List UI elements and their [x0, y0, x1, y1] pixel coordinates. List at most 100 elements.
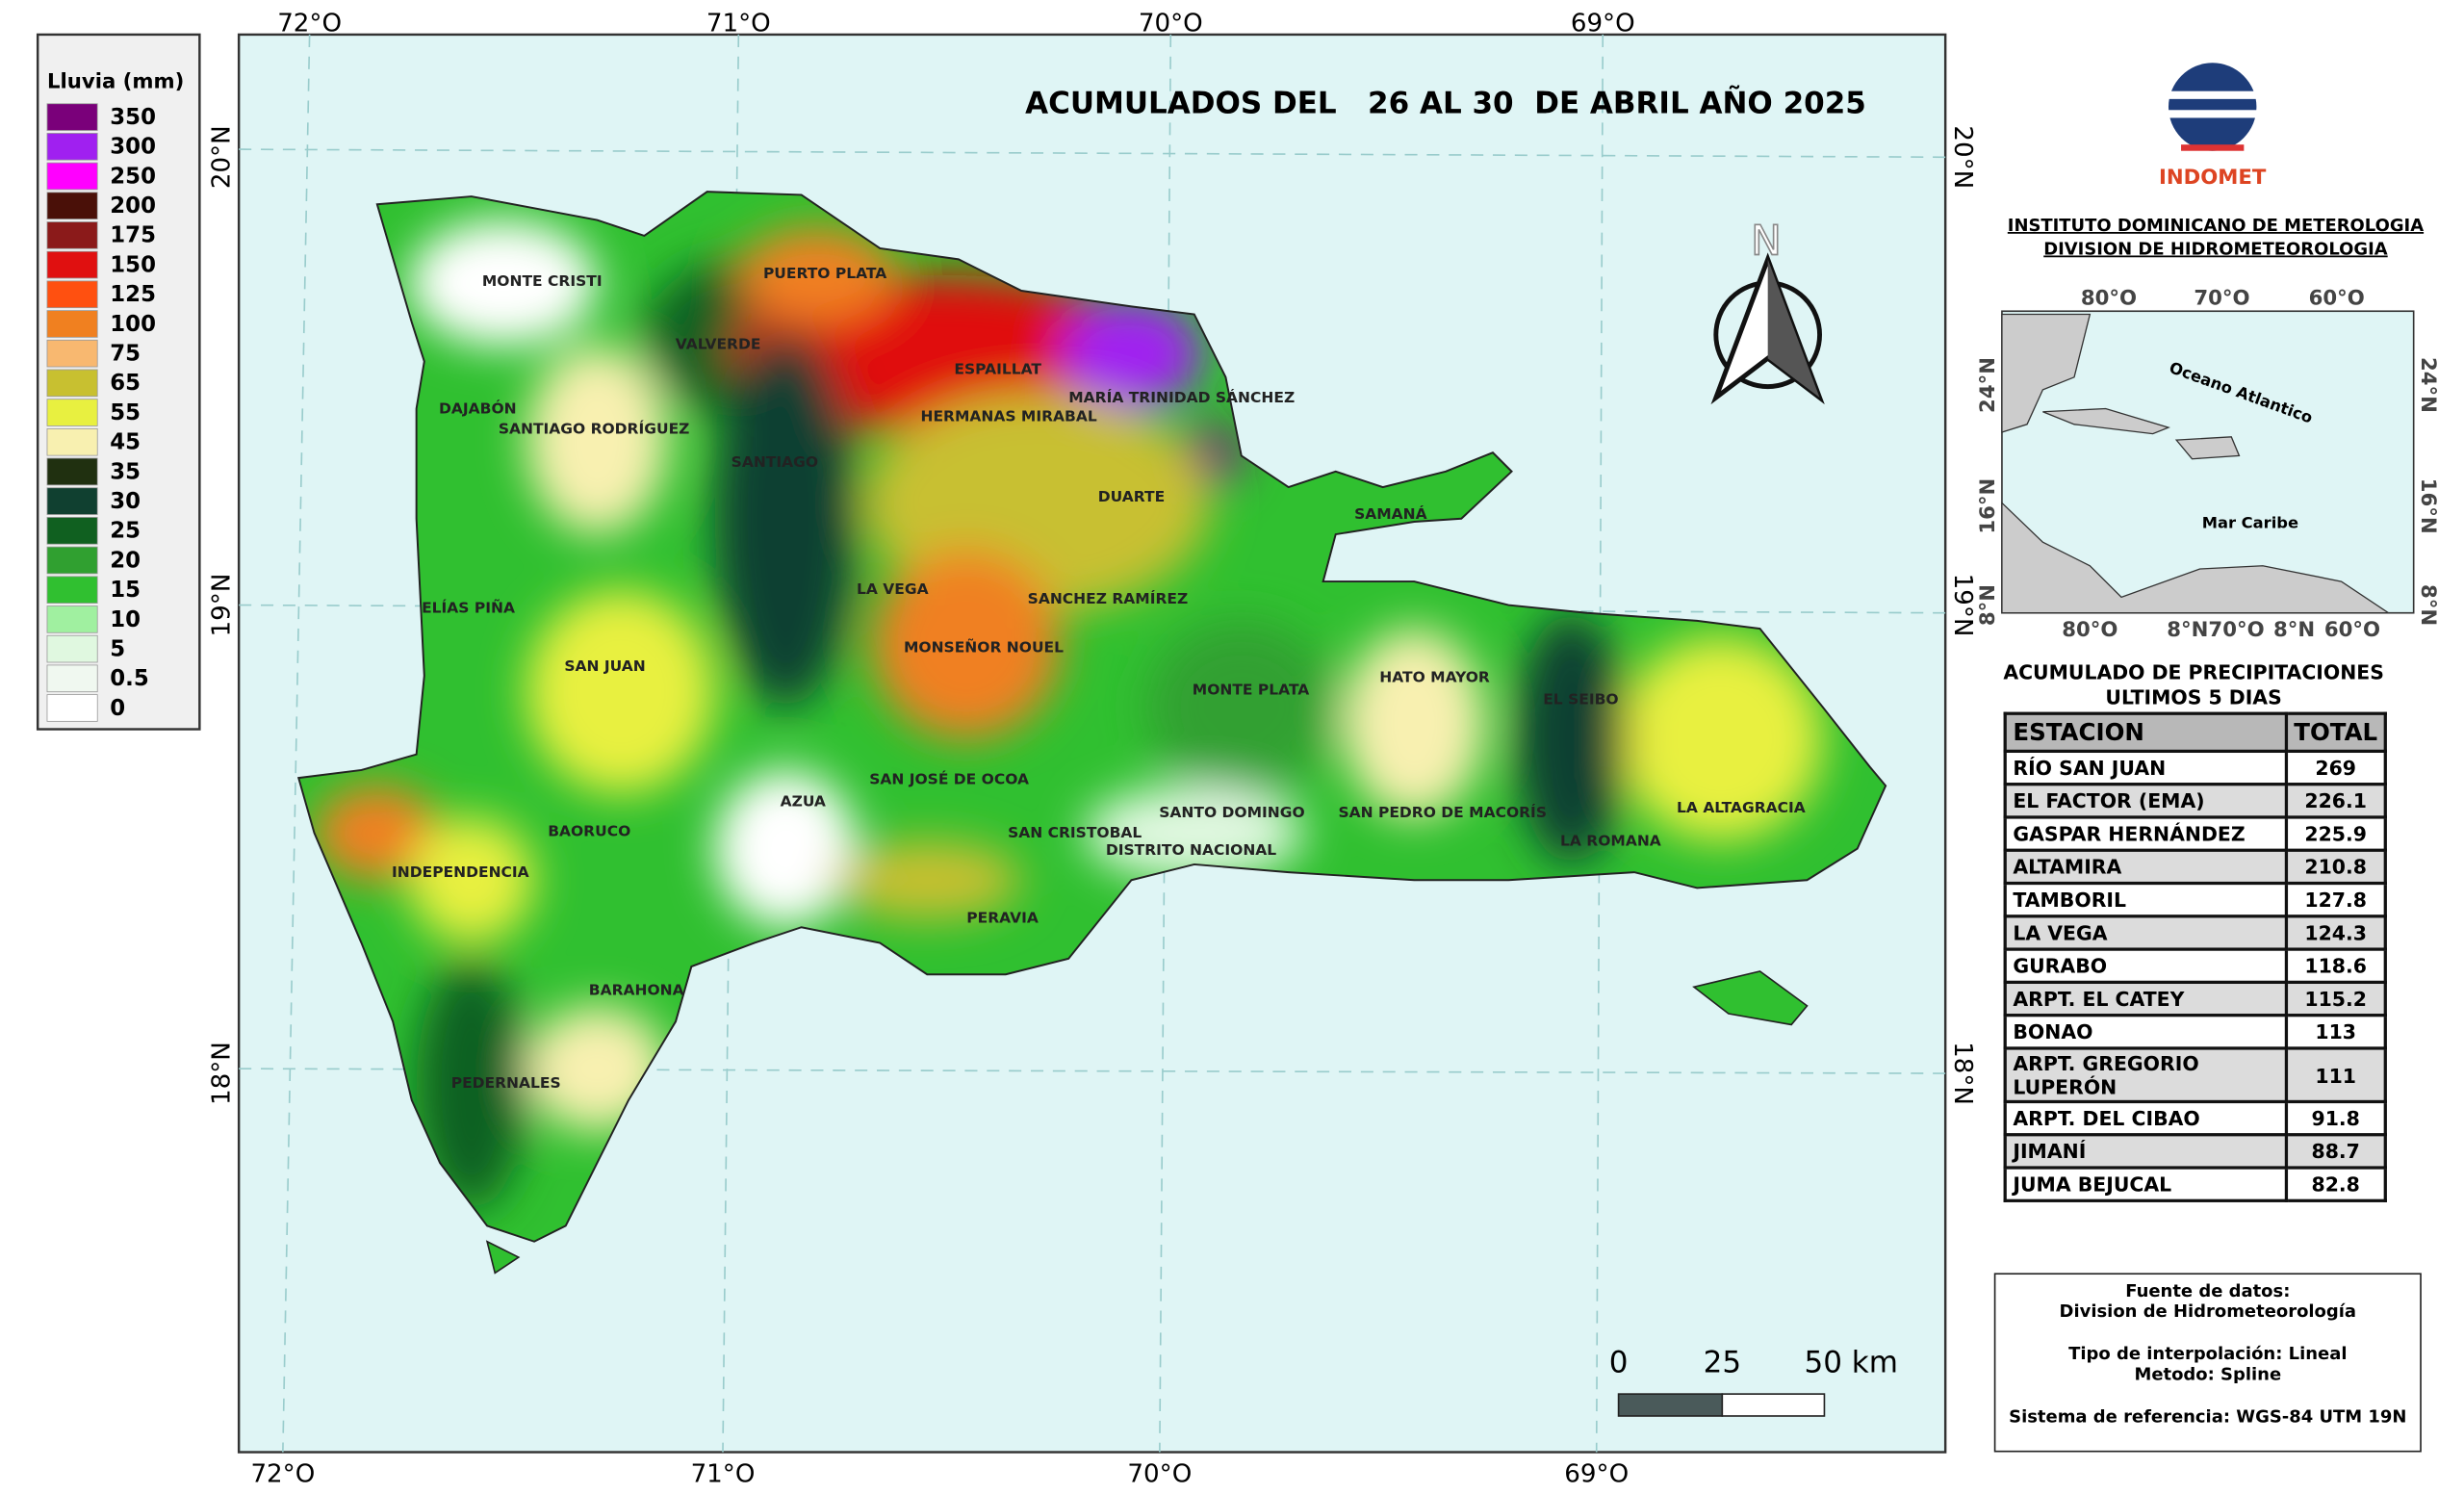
- legend-label: 0: [110, 696, 125, 721]
- inset-lon: 8°N70°O: [2167, 618, 2264, 642]
- table-row: ARPT. EL CATEY 115.2: [2003, 980, 2387, 1017]
- legend-swatch: [46, 103, 98, 131]
- total-cell: 269: [2284, 749, 2387, 786]
- total-cell: 225.9: [2284, 815, 2387, 852]
- table-row: TAMBORIL 127.8: [2003, 881, 2387, 918]
- table-title: ACUMULADO DE PRECIPITACIONES: [2003, 660, 2384, 683]
- inset-lat: 16°N: [1976, 478, 2000, 534]
- place-label: PEDERNALES: [451, 1074, 561, 1092]
- place-label: INDEPENDENCIA: [392, 863, 529, 881]
- legend-swatch: [46, 133, 98, 161]
- legend-label: 10: [110, 607, 141, 632]
- total-cell: 88.7: [2284, 1133, 2387, 1170]
- legend-label: 75: [110, 342, 141, 367]
- place-label: SAMANÁ: [1354, 504, 1427, 523]
- lat-label: 18°N: [1948, 1042, 1977, 1105]
- lon-label: 69°O: [1564, 1460, 1629, 1489]
- lat-label: 19°N: [207, 574, 236, 637]
- rain-blob: [833, 840, 1022, 920]
- rain-blob: [526, 589, 715, 794]
- table-row: LA VEGA 124.3: [2003, 914, 2387, 951]
- place-label: SANTO DOMINGO: [1159, 804, 1304, 821]
- legend-label: 15: [110, 578, 141, 603]
- place-label: MONTE CRISTI: [482, 272, 603, 290]
- source-line: Division de Hidrometeorología: [2059, 1301, 2357, 1323]
- place-label: HATO MAYOR: [1379, 669, 1490, 686]
- lon-label: 70°O: [1127, 1460, 1192, 1489]
- rain-blob: [714, 329, 857, 708]
- legend-label: 350: [110, 105, 156, 130]
- station-cell: JIMANÍ: [2003, 1133, 2288, 1170]
- place-label: DAJABÓN: [439, 399, 517, 417]
- lat-label: 19°N: [1948, 574, 1977, 637]
- total-cell: 210.8: [2284, 848, 2387, 886]
- inset-lon: 60°O: [2324, 618, 2380, 642]
- place-label: MONTE PLATA: [1193, 682, 1310, 699]
- logo: [2160, 63, 2265, 151]
- legend-swatch: [46, 546, 98, 575]
- legend-label: 5: [110, 636, 125, 661]
- lon-label: 72°O: [250, 1460, 315, 1489]
- source-line: Tipo de interpolación: Lineal: [2068, 1343, 2348, 1365]
- place-label: DUARTE: [1098, 488, 1165, 505]
- inset-lat: 8°N: [2416, 584, 2440, 626]
- inset-land: [2001, 313, 2391, 614]
- station-cell: LA VEGA: [2003, 914, 2288, 951]
- place-label: AZUA: [781, 793, 826, 811]
- place-label: PUERTO PLATA: [763, 265, 886, 282]
- legend-swatch: [46, 664, 98, 693]
- total-cell: 82.8: [2284, 1166, 2387, 1202]
- total-cell: 91.8: [2284, 1099, 2387, 1137]
- place-label: VALVERDE: [676, 335, 761, 352]
- rain-blob: [1061, 298, 1202, 409]
- map-title: ACUMULADOS DEL 26 AL 30 DE ABRIL AÑO 202…: [1025, 86, 1866, 121]
- source-line: Metodo: Spline: [2134, 1364, 2282, 1385]
- place-label: LA VEGA: [857, 580, 929, 598]
- table-row: ESTACION TOTAL: [2003, 711, 2387, 754]
- islands: [485, 970, 1809, 1275]
- legend-swatch: [46, 457, 98, 486]
- place-label: BARAHONA: [589, 981, 684, 998]
- lat-label: 18°N: [207, 1042, 236, 1105]
- rain-blob: [408, 219, 598, 347]
- source-line: Sistema de referencia: WGS-84 UTM 19N: [2009, 1406, 2407, 1428]
- header-line: DIVISION DE HIDROMETEOROLOGIA: [2043, 239, 2388, 259]
- legend-swatch: [46, 339, 98, 368]
- table-row: RÍO SAN JUAN 269: [2003, 749, 2387, 786]
- rain-blob: [714, 769, 857, 928]
- total-cell: 115.2: [2284, 980, 2387, 1017]
- place-label: HERMANAS MIRABAL: [920, 408, 1096, 425]
- rain-blob: [1084, 786, 1305, 881]
- legend-swatch: [46, 487, 98, 515]
- legend-swatch: [46, 221, 98, 249]
- place-label: DISTRITO NACIONAL: [1106, 841, 1276, 859]
- place-label: SANTIAGO RODRÍGUEZ: [499, 420, 690, 438]
- station-cell: TAMBORIL: [2003, 881, 2288, 918]
- north-arrow: [1710, 252, 1825, 405]
- legend-label: 55: [110, 400, 141, 425]
- legend-title: Lluvia (mm): [47, 69, 184, 93]
- legend-swatch: [46, 605, 98, 633]
- total-cell: 118.6: [2284, 947, 2387, 985]
- legend-swatch: [46, 517, 98, 545]
- scale-bar: [1617, 1393, 1724, 1417]
- place-label: ELÍAS PIÑA: [422, 599, 515, 617]
- lon-label: 71°O: [691, 1460, 756, 1489]
- station-cell: GURABO: [2003, 947, 2288, 985]
- scale-bar: [1721, 1393, 1826, 1417]
- logo-text: INDOMET: [2159, 166, 2267, 190]
- legend-label: 250: [110, 164, 156, 189]
- total-cell: 113: [2284, 1014, 2387, 1050]
- place-label: SAN JUAN: [564, 657, 645, 675]
- legend-label: 20: [110, 548, 141, 573]
- place-label: SAN CRISTOBAL: [1008, 824, 1142, 841]
- header-line: INSTITUTO DOMINICANO DE METEROLOGIA: [2008, 216, 2424, 236]
- place-label: MONSEÑOR NOUEL: [904, 638, 1064, 657]
- legend-label: 35: [110, 459, 141, 484]
- place-label: SANCHEZ RAMÍREZ: [1028, 589, 1189, 607]
- rain-blob: [526, 346, 668, 535]
- table-row: EL FACTOR (EMA) 226.1: [2003, 783, 2387, 819]
